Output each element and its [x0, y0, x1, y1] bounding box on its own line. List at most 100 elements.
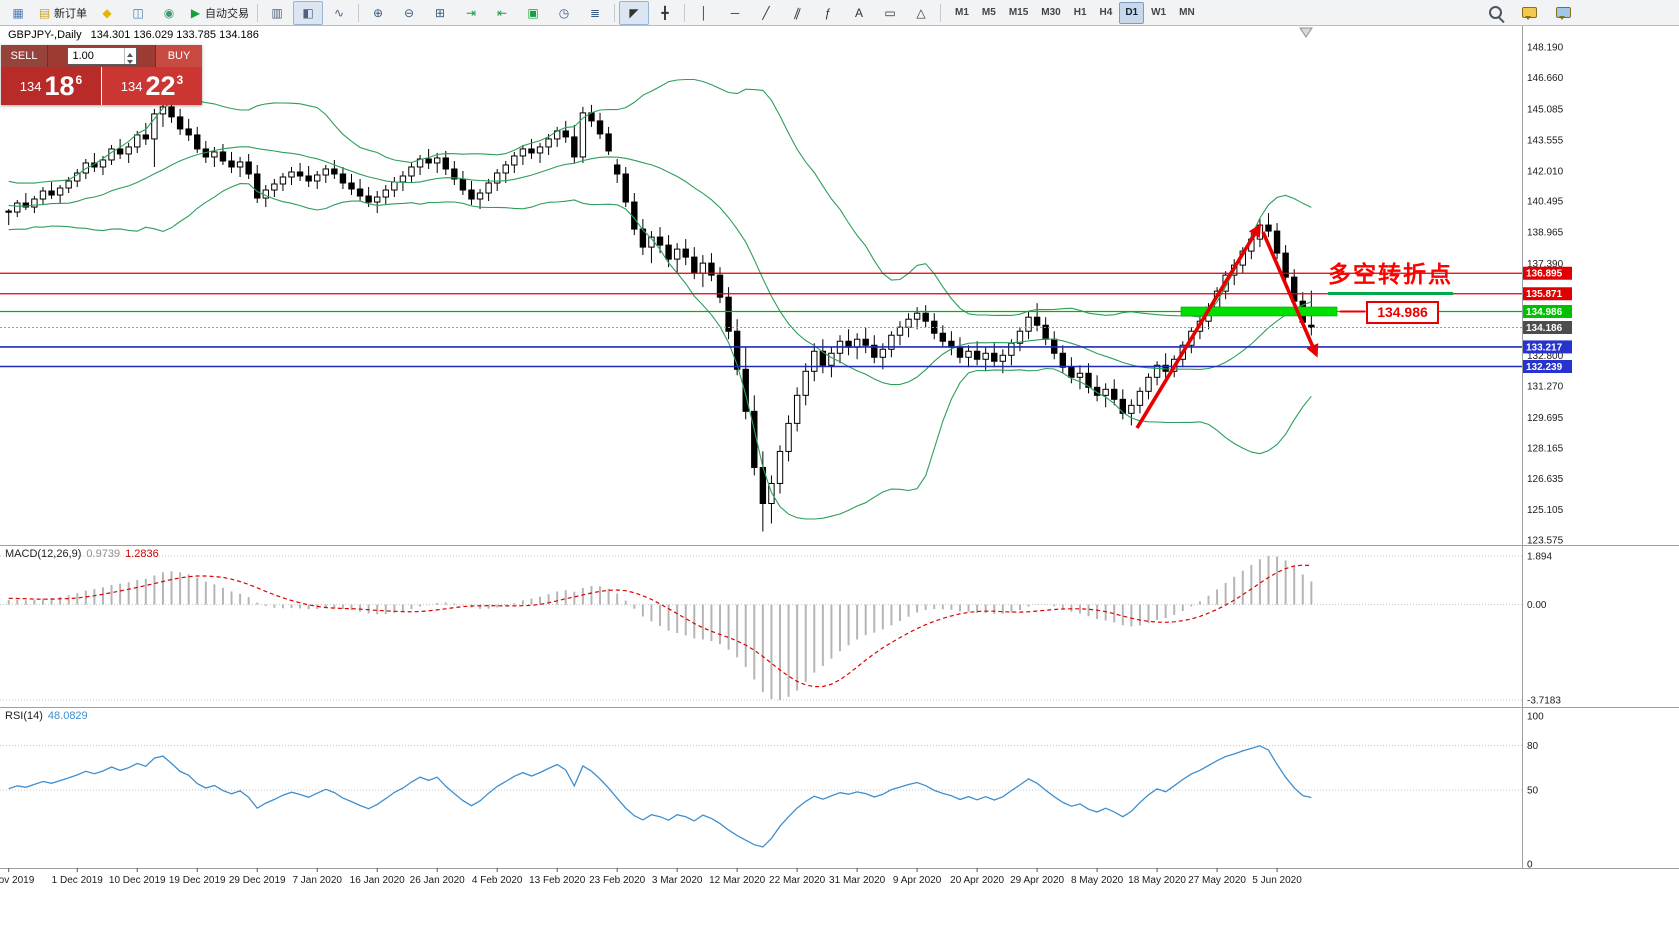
- volume-spinner[interactable]: [123, 48, 136, 64]
- channel-icon: ∥: [791, 4, 803, 21]
- chart-ohlc-header: GBPJPY-,Daily 134.301 136.029 133.785 13…: [8, 29, 259, 41]
- text-label-button[interactable]: ▭: [875, 1, 905, 25]
- trend-arrow-down[interactable]: [1261, 231, 1319, 358]
- text-button[interactable]: A: [844, 1, 874, 25]
- profiles-button[interactable]: ◫: [123, 1, 153, 25]
- svg-text:145.085: 145.085: [1527, 105, 1564, 116]
- date-label: 19 Dec 2019: [169, 875, 226, 886]
- date-label: 29 Apr 2020: [1010, 875, 1064, 886]
- svg-text:133.217: 133.217: [1526, 342, 1563, 353]
- timeframe-m5[interactable]: M5: [981, 6, 996, 18]
- new-chart-button[interactable]: ▦: [3, 1, 33, 25]
- date-label: 7 Jan 2020: [292, 875, 342, 886]
- chat-button[interactable]: [1514, 1, 1544, 25]
- timeframe-d1[interactable]: D1: [1119, 1, 1145, 24]
- svg-text:134.986: 134.986: [1526, 307, 1563, 318]
- svg-text:136.895: 136.895: [1526, 269, 1563, 280]
- date-label: 8 May 2020: [1071, 875, 1124, 886]
- timeframe-m15[interactable]: M15: [1008, 6, 1029, 18]
- price-tag: [1523, 340, 1572, 354]
- rsi-name: RSI(14): [5, 710, 43, 722]
- autotrade-icon: ▶: [190, 5, 201, 20]
- price-tag: [1523, 359, 1572, 373]
- buy-price[interactable]: 134 22 3: [102, 67, 202, 105]
- trend-arrow-up[interactable]: [1135, 223, 1262, 429]
- svg-text:129.695: 129.695: [1527, 413, 1564, 424]
- price-tag: [1523, 321, 1572, 335]
- svg-text:140.495: 140.495: [1527, 197, 1564, 208]
- favorites-button[interactable]: ◆: [92, 1, 122, 25]
- rsi-indicator-label: RSI(14) 48.0829: [5, 710, 88, 722]
- new-order-button[interactable]: ▤ 新订单: [34, 1, 91, 25]
- refresh-button[interactable]: ◷: [549, 1, 579, 25]
- svg-text:128.165: 128.165: [1527, 444, 1564, 455]
- timeframe-h1[interactable]: H1: [1073, 6, 1087, 18]
- main-toolbar: ▦ ▤ 新订单 ◆ ◫ ◉ ▶ 自动交易 ▥ ◧ ∿ ⊕ ⊖ ⊞ ⇥ ⇤ ▣ ◷ ≣ ◤ ╋ │ ─ ╱ ∥ ƒ A ▭ △ M1 M5 M1…: [0, 0, 1679, 26]
- vertical-line-icon: │: [700, 5, 708, 20]
- support-highlight-band[interactable]: [1180, 306, 1338, 317]
- autotrade-button[interactable]: ▶ 自动交易: [185, 1, 253, 25]
- timeframe-m30[interactable]: M30: [1041, 6, 1061, 18]
- vertical-line-button[interactable]: │: [689, 1, 719, 25]
- channel-button[interactable]: ∥: [782, 1, 812, 25]
- zoom-in-button[interactable]: ⊕: [363, 1, 393, 25]
- shapes-button[interactable]: △: [906, 1, 936, 25]
- timeframe-m1[interactable]: M1: [955, 6, 969, 18]
- sell-price-big: 18: [44, 70, 75, 101]
- sell-button[interactable]: SELL: [1, 45, 48, 67]
- trendline-button[interactable]: ╱: [751, 1, 781, 25]
- volume-down-icon[interactable]: [125, 56, 136, 64]
- buy-button[interactable]: BUY: [155, 45, 202, 67]
- chart-shift-button[interactable]: ⇤: [487, 1, 517, 25]
- price-axis[interactable]: 148.190 146.660 145.085 143.555 142.010 140.4…: [1523, 43, 1572, 547]
- candlestick-chart-button[interactable]: ◧: [293, 0, 323, 25]
- auto-scroll-button[interactable]: ⇥: [456, 1, 486, 25]
- horizontal-line-button[interactable]: ─: [720, 1, 750, 25]
- profiles-icon: ◫: [132, 5, 144, 20]
- rsi-scale-label: 0: [1527, 860, 1533, 871]
- date-label: 16 Jan 2020: [350, 875, 405, 886]
- macd-scale-label: 1.894: [1527, 552, 1552, 563]
- volume-up-icon[interactable]: [125, 48, 136, 57]
- chart-shift-marker[interactable]: [1299, 27, 1313, 38]
- zoom-out-icon: ⊖: [403, 5, 415, 20]
- crosshair-button[interactable]: ╋: [650, 1, 680, 25]
- timeframe-w1[interactable]: W1: [1151, 6, 1167, 18]
- toolbar-right-group: [1480, 1, 1578, 25]
- buy-price-prefix: 134: [120, 78, 143, 94]
- date-label: 22 Mar 2020: [769, 875, 826, 886]
- candlestick-series: [5, 98, 1315, 532]
- date-label: 5 Jun 2020: [1252, 875, 1302, 886]
- indicators-icon: ≣: [589, 5, 601, 20]
- text-label-icon: ▭: [884, 5, 896, 20]
- toolbar-separator: [684, 3, 685, 22]
- date-label: 1 Dec 2019: [52, 875, 104, 886]
- market-watch-icon: ◉: [163, 5, 175, 20]
- timeframe-h4[interactable]: H4: [1099, 6, 1113, 18]
- community-button[interactable]: [1548, 1, 1578, 25]
- zoom-out-button[interactable]: ⊖: [394, 1, 424, 25]
- date-label: 9 Apr 2020: [893, 875, 942, 886]
- volume-input[interactable]: 1.00: [66, 47, 137, 65]
- cursor-button[interactable]: ◤: [619, 0, 649, 25]
- bar-chart-button[interactable]: ▥: [262, 1, 292, 25]
- chat-icon: [1521, 7, 1537, 20]
- trendline-icon: ╱: [762, 5, 770, 20]
- buy-price-big: 22: [145, 70, 176, 101]
- tile-windows-button[interactable]: ⊞: [425, 1, 455, 25]
- fibonacci-button[interactable]: ƒ: [813, 1, 843, 25]
- market-watch-button[interactable]: ◉: [154, 1, 184, 25]
- new-window-button[interactable]: ▣: [518, 1, 548, 25]
- timeframe-mn[interactable]: MN: [1179, 6, 1195, 18]
- search-button[interactable]: [1480, 1, 1510, 25]
- date-label: 12 Mar 2020: [709, 875, 766, 886]
- line-chart-button[interactable]: ∿: [324, 1, 354, 25]
- indicators-button[interactable]: ≣: [580, 1, 610, 25]
- sell-price[interactable]: 134 18 6: [1, 67, 101, 105]
- one-click-trading-panel: SELL 1.00 BUY 134 18 6 134 22 3: [1, 45, 202, 105]
- svg-text:123.575: 123.575: [1527, 536, 1564, 547]
